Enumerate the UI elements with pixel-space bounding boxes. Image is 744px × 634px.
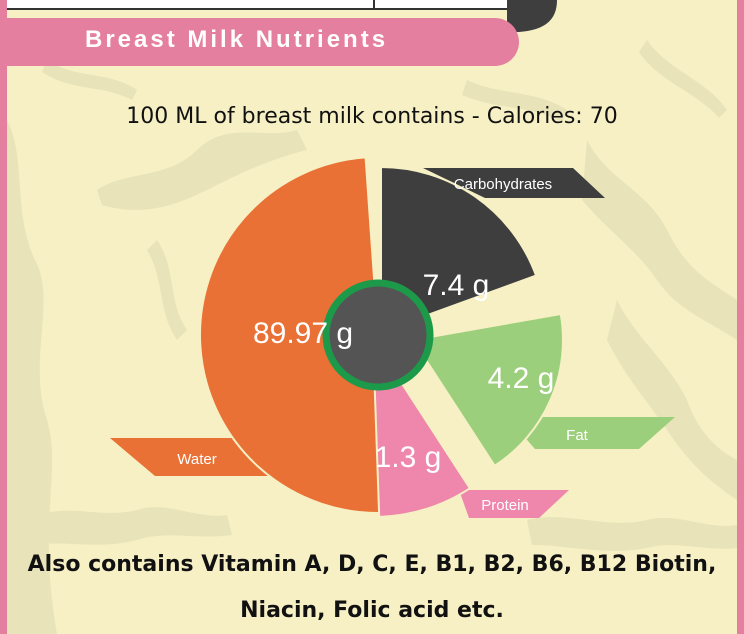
footer-line-2: Niacin, Folic acid etc. xyxy=(240,598,504,623)
legend-label-carbohydrates: Carbohydrates xyxy=(454,176,552,193)
page-title: Breast Milk Nutrients xyxy=(85,26,389,53)
slice-water xyxy=(199,156,389,514)
legend-label-water: Water xyxy=(177,451,216,468)
calories-subtitle: 100 ML of breast milk contains - Calorie… xyxy=(126,104,618,129)
marble-texture xyxy=(7,40,737,634)
value-label-fat: 4.2 g xyxy=(488,362,555,395)
value-labels: 89.97 g Water 7.4 g Carbohydrates 4.2 g Fat 1.… xyxy=(177,176,588,514)
tag-protein xyxy=(459,490,569,518)
legend-label-fat: Fat xyxy=(566,427,589,444)
slice-fat xyxy=(411,312,564,468)
footer-note: Also contains Vitamin A, D, C, E, B1, B2… xyxy=(7,542,737,634)
footer-line-1: Also contains Vitamin A, D, C, E, B1, B2… xyxy=(27,552,717,577)
banner-dark-tab xyxy=(507,0,557,32)
center-hole xyxy=(322,279,434,391)
top-box xyxy=(7,0,537,10)
top-box-divider xyxy=(373,0,375,8)
title-banner xyxy=(7,18,519,66)
nutrient-pie-chart: 89.97 g Water 7.4 g Carbohydrates 4.2 g Fat 1.… xyxy=(110,156,675,518)
value-label-protein: 1.3 g xyxy=(375,441,442,474)
legend-label-protein: Protein xyxy=(481,497,529,514)
value-label-carbohydrates: 7.4 g xyxy=(423,269,490,302)
tag-fat xyxy=(507,417,675,449)
infographic-panel: Breast Milk Nutrients 100 ML of breast m… xyxy=(7,0,737,634)
slice-carbohydrates xyxy=(380,165,538,334)
tag-carbohydrates xyxy=(423,168,605,198)
value-label-water: 89.97 g xyxy=(253,317,353,350)
pie-slices xyxy=(199,156,564,518)
